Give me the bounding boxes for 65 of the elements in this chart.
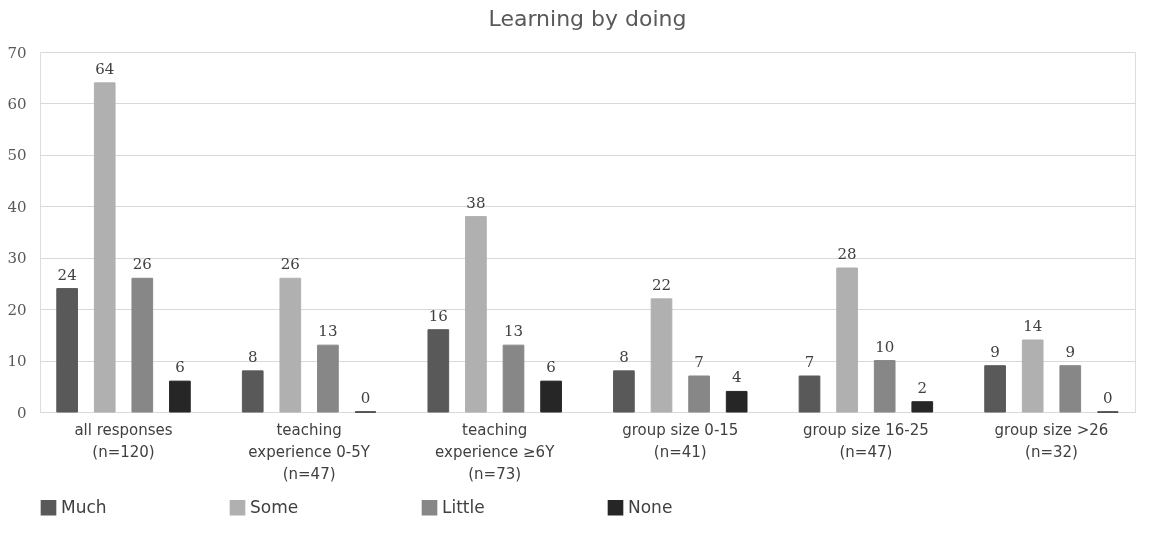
bar [984,365,1006,413]
bar [836,267,858,413]
data-label: 38 [466,193,486,212]
bar [465,216,487,413]
data-label: 8 [619,347,629,366]
data-label: 13 [318,322,338,341]
bar [540,380,562,413]
data-label: 7 [694,353,704,371]
y-tick-label: 70 [7,43,27,62]
data-label: 9 [1065,342,1076,361]
bar [93,82,116,413]
data-label: 24 [57,265,77,284]
bar [427,329,450,413]
data-label: 9 [990,342,1000,361]
bar [650,298,673,413]
data-label: 4 [731,368,742,387]
bar [873,360,896,413]
x-tick-label: group size >26 (n=32) [994,420,1109,461]
data-label: 13 [503,322,524,341]
y-tick-label: 40 [7,197,27,216]
bar [241,370,264,413]
bar [502,344,525,413]
bar [317,344,339,413]
bar [279,277,302,413]
x-tick-label: group size 0-15 (n=41) [622,420,739,461]
legend-label: Much [61,496,107,517]
data-label: 26 [280,255,300,274]
data-label: 22 [651,275,672,294]
x-tick-label: all responses (n=120) [74,420,173,461]
bar [798,375,821,413]
data-label: 6 [175,358,185,377]
bar [1059,365,1082,413]
legend-label: None [628,496,673,517]
x-tick-label: teaching experience 0-5Y (n=47) [248,420,371,483]
y-tick-label: 0 [16,403,27,422]
bar [1021,339,1044,413]
bar [688,375,710,413]
data-label: 26 [132,255,152,274]
bar [169,380,191,413]
bar [613,370,635,413]
data-label: 10 [875,337,895,356]
data-label: 64 [95,59,115,78]
bar [725,390,748,413]
bar [56,288,78,413]
y-tick-label: 50 [7,146,27,165]
data-label: 14 [1023,317,1043,335]
bar [911,401,934,413]
chart-title: Learning by doing [488,6,687,31]
y-tick-label: 20 [7,300,27,319]
data-label: 8 [247,347,258,366]
x-tick-label: group size 16-25 (n=47) [803,420,929,461]
data-label: 16 [428,306,448,325]
data-label: 7 [804,353,815,371]
legend-label: Some [250,496,299,517]
data-label: 2 [917,378,928,397]
legend-label: Little [442,496,485,517]
y-tick-label: 10 [7,352,27,371]
data-label: 0 [360,389,371,407]
data-label: 6 [546,358,556,377]
bar [131,277,154,413]
data-label: 0 [1103,389,1113,407]
y-tick-label: 60 [7,94,27,113]
y-tick-label: 30 [7,249,27,268]
x-tick-label: teaching experience ≥6Y (n=73) [435,420,556,483]
data-label: 28 [837,245,857,263]
